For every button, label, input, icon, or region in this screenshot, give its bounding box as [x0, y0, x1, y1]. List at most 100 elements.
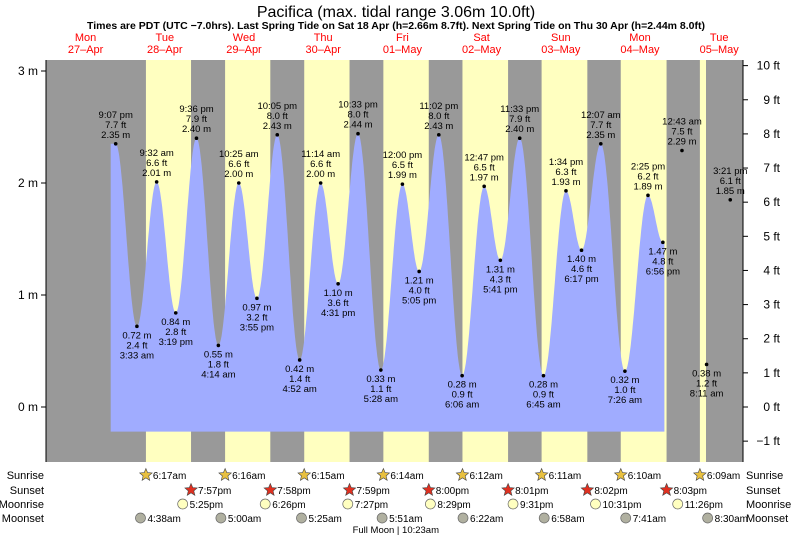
- tide-low-time: 5:05 pm: [402, 295, 436, 306]
- tide-low-time: 6:45 am: [526, 400, 560, 411]
- sunset-icon: [659, 482, 674, 496]
- moonrise-time: 6:26pm: [272, 500, 305, 511]
- chart-title: Pacifica (max. tidal range 3.06m 10.0ft): [257, 4, 535, 21]
- tide-low-point: [541, 373, 546, 378]
- right-axis-label: 4 ft: [763, 263, 780, 277]
- moonset-time: 7:41am: [633, 514, 666, 525]
- day-date: 29–Apr: [226, 44, 262, 56]
- tide-low-time: 8:11 am: [690, 388, 724, 399]
- tide-high-height-m: 2.40 m: [182, 124, 211, 135]
- day-date: 03–May: [541, 44, 581, 56]
- tide-high-time: 9:07 pm: [99, 110, 133, 121]
- tide-low-height-m: 0.33 m: [366, 374, 395, 385]
- tide-low-height-ft: 3.6 ft: [328, 298, 349, 309]
- day-date: 04–May: [620, 44, 660, 56]
- moonset-icon: [538, 512, 550, 524]
- tide-low-height-m: 0.42 m: [285, 364, 314, 375]
- tide-high-time: 12:07 am: [581, 110, 621, 121]
- tide-high-height-ft: 8.0 ft: [428, 111, 449, 122]
- tide-high-height-ft: 6.6 ft: [228, 159, 249, 170]
- right-axis-label: 9 ft: [763, 93, 780, 107]
- right-axis-label: 5 ft: [763, 229, 780, 243]
- moonrise-time: 7:27pm: [355, 500, 388, 511]
- tide-high-time: 12:00 pm: [383, 150, 423, 161]
- chart-subtitle: Times are PDT (UTC −7.0hrs). Last Spring…: [87, 20, 705, 32]
- sunset-icon: [263, 482, 278, 496]
- moonrise-icon: [342, 498, 354, 510]
- tide-low-height-ft: 2.4 ft: [126, 340, 147, 351]
- tide-high-height-m: 2.29 m: [667, 137, 696, 148]
- tide-area: [110, 133, 665, 432]
- moonset-icon: [376, 512, 388, 524]
- moonrise-icon: [672, 498, 684, 510]
- sunset-time: 8:03pm: [674, 486, 707, 497]
- sunrise-icon: [218, 467, 233, 481]
- tide-high-height-ft: 6.5 ft: [474, 162, 495, 173]
- tide-high-point: [113, 142, 118, 146]
- tide-low-height-m: 0.28 m: [529, 380, 558, 391]
- sunset-time: 7:59pm: [357, 486, 390, 497]
- tide-high-height-ft: 7.5 ft: [671, 127, 692, 138]
- moonrise-time: 10:31pm: [603, 500, 642, 511]
- tide-low-time: 5:41 pm: [483, 284, 517, 295]
- sunrise-time: 6:15am: [311, 471, 344, 482]
- moonset-time: 4:38am: [147, 514, 180, 525]
- tide-high-height-ft: 6.3 ft: [555, 167, 576, 178]
- tide-low-height-ft: 1.8 ft: [208, 359, 229, 370]
- tide-low-time: 6:17 pm: [564, 274, 598, 285]
- tide-high-height-m: 1.93 m: [551, 177, 580, 188]
- sunrise-icon: [376, 467, 391, 481]
- right-axis-label: 7 ft: [763, 161, 780, 175]
- moonset-time: 8:30am: [715, 514, 748, 525]
- tide-low-time: 4:52 am: [283, 384, 317, 395]
- moonrise-time: 5:25pm: [190, 500, 223, 511]
- day-weekday: Tue: [710, 32, 729, 44]
- tide-high-time: 11:02 pm: [419, 101, 458, 112]
- moonrise-icon: [259, 498, 271, 510]
- tide-high-point: [646, 193, 650, 198]
- right-axis-label: −1 ft: [756, 434, 780, 448]
- moonrise-icon: [177, 498, 189, 510]
- moonset-icon: [702, 512, 714, 524]
- row-label-moonset-right: Moonset: [746, 513, 788, 525]
- row-label-sunset-left: Sunset: [10, 485, 44, 497]
- tide-low-point: [216, 343, 221, 348]
- moonset-icon: [457, 512, 469, 524]
- tide-high-point: [728, 198, 733, 202]
- sunrise-icon: [297, 467, 312, 481]
- sunrise-icon: [455, 467, 470, 481]
- sunset-icon: [184, 482, 198, 496]
- day-headers: Mon27–AprTue28–AprWed29–AprThu30–AprFri0…: [68, 32, 739, 56]
- day-weekday: Wed: [233, 32, 255, 44]
- moonrise-time: 9:31pm: [520, 500, 553, 511]
- tide-high-point: [482, 184, 486, 189]
- tide-low-height-m: 0.28 m: [448, 380, 477, 391]
- moonset-time: 5:25am: [308, 514, 341, 525]
- sunrise-time: 6:14am: [390, 471, 423, 482]
- tide-high-height-m: 2.00 m: [306, 169, 335, 180]
- day-weekday: Thu: [314, 32, 333, 44]
- sunset-time: 8:00pm: [436, 486, 469, 497]
- moonset-time: 6:22am: [470, 514, 503, 525]
- day-weekday: Fri: [396, 32, 409, 44]
- tide-high-height-m: 2.01 m: [142, 168, 171, 179]
- tide-low-height-ft: 4.6 ft: [571, 264, 592, 275]
- day-date: 05–May: [700, 44, 740, 56]
- tide-high-point: [356, 131, 360, 136]
- tide-low-point: [173, 311, 178, 315]
- sunrise-time: 6:16am: [232, 471, 265, 482]
- tide-low-height-ft: 1.0 ft: [614, 385, 635, 396]
- tide-low-point: [460, 373, 464, 378]
- moonrise-icon: [425, 498, 436, 510]
- tide-low-point: [661, 240, 665, 245]
- right-axis-label: 1 ft: [763, 366, 780, 380]
- tide-low-point: [579, 248, 584, 252]
- tide-high-height-m: 2.43 m: [424, 121, 453, 132]
- right-axis-label: 3 ft: [763, 298, 780, 312]
- sunrise-time: 6:12am: [469, 471, 502, 482]
- tide-low-time: 3:33 am: [120, 350, 154, 361]
- left-axis-label: 2 m: [18, 176, 38, 190]
- moonset-time: 6:58am: [551, 514, 584, 525]
- tide-low-height-ft: 4.3 ft: [490, 274, 511, 285]
